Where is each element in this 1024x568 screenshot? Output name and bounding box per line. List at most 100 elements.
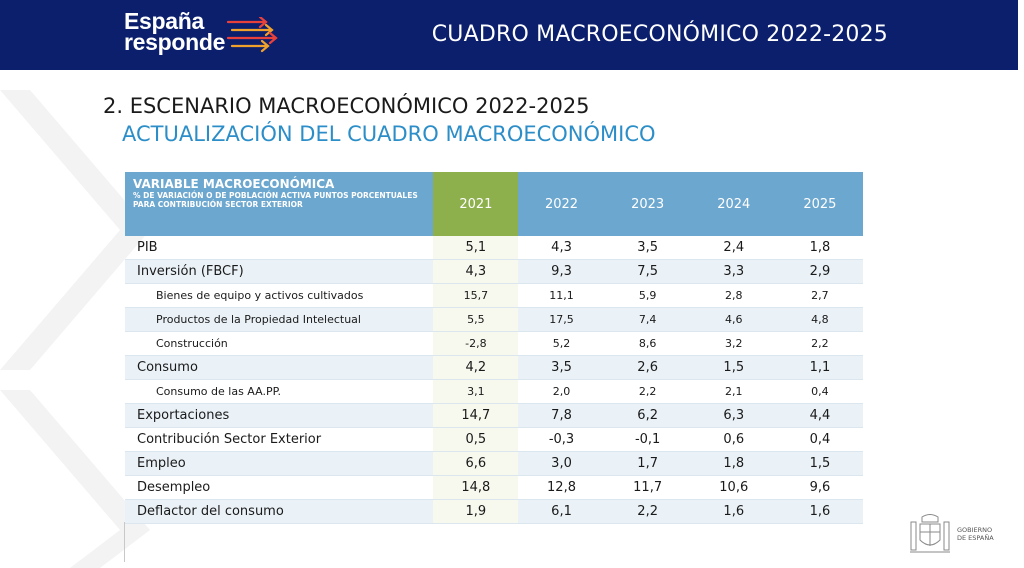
table-row: Empleo 6,6 3,0 1,7 1,8 1,5 (125, 451, 863, 476)
year-header: 2021 (433, 172, 519, 236)
table-row: Consumo de las AA.PP. 3,1 2,0 2,2 2,1 0,… (125, 379, 863, 404)
table-row: Exportaciones 14,7 7,8 6,2 6,3 4,4 (125, 403, 863, 428)
cell-value: 5,9 (604, 283, 691, 308)
cell-value: 2,6 (604, 355, 691, 380)
cell-value: 7,4 (604, 307, 691, 332)
table-row: Productos de la Propiedad Intelectual 5,… (125, 307, 863, 332)
espana-responde-logo: España responde (124, 8, 226, 55)
logo-line-1: España (124, 8, 205, 34)
cell-value: 1,1 (776, 355, 863, 380)
table-row: Inversión (FBCF) 4,3 9,3 7,5 3,3 2,9 (125, 259, 863, 284)
row-label: Productos de la Propiedad Intelectual (125, 307, 434, 332)
row-label: Construcción (125, 331, 434, 356)
section-subtitle: ACTUALIZACIÓN DEL CUADRO MACROECONÓMICO (122, 122, 656, 146)
cell-value: 11,7 (604, 475, 691, 500)
cell-value: -2,8 (433, 331, 519, 356)
cell-value: 14,8 (433, 475, 519, 500)
row-label: Consumo de las AA.PP. (125, 379, 434, 404)
table-row: Desempleo 14,8 12,8 11,7 10,6 9,6 (125, 475, 863, 500)
cell-value: 4,6 (690, 307, 777, 332)
cell-value: 15,7 (433, 283, 519, 308)
cell-value: 1,6 (776, 499, 863, 524)
macro-table: VARIABLE MACROECONÓMICA % DE VARIACIÓN O… (125, 172, 863, 524)
row-label: Empleo (125, 451, 434, 476)
cell-value: 9,6 (776, 475, 863, 500)
row-label: Exportaciones (125, 403, 434, 428)
variable-header-subtitle: % DE VARIACIÓN O DE POBLACIÓN ACTIVA PUN… (133, 191, 418, 209)
cell-value: 2,2 (776, 331, 863, 356)
header-title: CUADRO MACROECONÓMICO 2022-2025 (431, 22, 888, 47)
row-label: Consumo (125, 355, 434, 380)
cell-value: 6,3 (690, 403, 777, 428)
cell-value: 7,8 (518, 403, 605, 428)
cell-value: 2,2 (604, 499, 691, 524)
year-header: 2025 (776, 172, 863, 236)
cell-value: 3,5 (604, 236, 691, 260)
cell-value: 5,2 (518, 331, 605, 356)
row-label: Bienes de equipo y activos cultivados (125, 283, 434, 308)
variable-header: VARIABLE MACROECONÓMICA % DE VARIACIÓN O… (125, 172, 434, 236)
cell-value: -0,1 (604, 427, 691, 452)
year-header: 2022 (518, 172, 605, 236)
cell-value: 2,2 (604, 379, 691, 404)
cell-value: 2,4 (690, 236, 777, 260)
year-header: 2024 (690, 172, 777, 236)
cell-value: 2,0 (518, 379, 605, 404)
cell-value: 4,2 (433, 355, 519, 380)
cell-value: 7,5 (604, 259, 691, 284)
top-banner: España responde CUADRO MACROECONÓMICO 20… (0, 0, 1018, 70)
cell-value: 2,7 (776, 283, 863, 308)
table-row: Contribución Sector Exterior 0,5 -0,3 -0… (125, 427, 863, 452)
cell-value: 4,4 (776, 403, 863, 428)
table-row: Construcción -2,8 5,2 8,6 3,2 2,2 (125, 331, 863, 356)
cell-value: 3,3 (690, 259, 777, 284)
cell-value: 12,8 (518, 475, 605, 500)
logo-line-2: responde (124, 29, 226, 55)
row-label: Deflactor del consumo (125, 499, 434, 524)
cell-value: 0,4 (776, 427, 863, 452)
cell-value: 1,6 (690, 499, 777, 524)
cell-value: 0,4 (776, 379, 863, 404)
cell-value: 3,5 (518, 355, 605, 380)
cell-value: 17,5 (518, 307, 605, 332)
cell-value: 1,8 (776, 236, 863, 260)
cell-value: 11,1 (518, 283, 605, 308)
cell-value: 14,7 (433, 403, 519, 428)
cell-value: 0,6 (690, 427, 777, 452)
table-row: Consumo 4,2 3,5 2,6 1,5 1,1 (125, 355, 863, 380)
cell-value: 4,3 (433, 259, 519, 284)
cell-value: 4,8 (776, 307, 863, 332)
cell-value: 3,0 (518, 451, 605, 476)
cell-value: 5,5 (433, 307, 519, 332)
arrows-icon (226, 17, 278, 53)
cell-value: 0,5 (433, 427, 519, 452)
table-row: PIB 5,1 4,3 3,5 2,4 1,8 (125, 236, 863, 260)
gov-line-2: DE ESPAÑA (957, 534, 994, 542)
row-label: Inversión (FBCF) (125, 259, 434, 284)
background-chevrons (0, 90, 150, 568)
row-label: Desempleo (125, 475, 434, 500)
row-label: Contribución Sector Exterior (125, 427, 434, 452)
cell-value: 1,5 (690, 355, 777, 380)
cell-value: 3,2 (690, 331, 777, 356)
cell-value: 1,8 (690, 451, 777, 476)
table-row: Bienes de equipo y activos cultivados 15… (125, 283, 863, 308)
footer-divider (124, 522, 125, 562)
cell-value: -0,3 (518, 427, 605, 452)
gobierno-de-espana-text: GOBIERNO DE ESPAÑA (957, 526, 994, 542)
row-label: PIB (125, 236, 434, 260)
cell-value: 2,9 (776, 259, 863, 284)
cell-value: 3,1 (433, 379, 519, 404)
gov-line-1: GOBIERNO (957, 526, 993, 534)
cell-value: 1,7 (604, 451, 691, 476)
cell-value: 10,6 (690, 475, 777, 500)
cell-value: 6,6 (433, 451, 519, 476)
section-title: 2. ESCENARIO MACROECONÓMICO 2022-2025 (103, 94, 590, 118)
year-header: 2023 (604, 172, 691, 236)
cell-value: 2,8 (690, 283, 777, 308)
table-row: Deflactor del consumo 1,9 6,1 2,2 1,6 1,… (125, 499, 863, 524)
cell-value: 6,2 (604, 403, 691, 428)
cell-value: 1,9 (433, 499, 519, 524)
cell-value: 6,1 (518, 499, 605, 524)
coat-of-arms-icon (910, 514, 950, 553)
